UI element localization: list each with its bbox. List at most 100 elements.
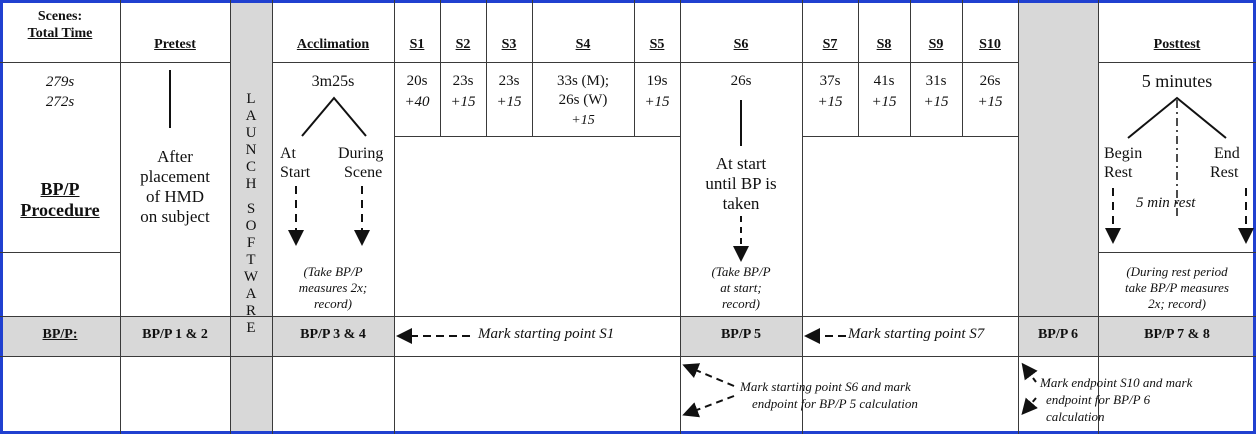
- launch-letter: L: [246, 91, 256, 107]
- pretest-procedure-3: of HMD: [145, 187, 205, 206]
- bp-row-s6: BP/P 5: [720, 327, 762, 342]
- s8-extra: +15: [871, 94, 897, 110]
- s6-note-1: (Take BP/P: [711, 264, 771, 279]
- posttest-end-rest: Rest: [1210, 164, 1239, 181]
- s10-mark-note-3: calculation: [1046, 409, 1105, 424]
- s6-procedure-2: until BP is: [705, 174, 777, 193]
- launch-letter: S: [246, 201, 256, 217]
- s2-time: 23s: [452, 73, 474, 89]
- header-s9: S9: [928, 37, 944, 52]
- pretest-procedure-4: on subject: [140, 207, 210, 226]
- bp-row-label-shade: [0, 316, 120, 356]
- launch-letter: A: [245, 108, 257, 124]
- header-s4: S4: [575, 37, 591, 52]
- bp-row-pretest: BP/P 1 & 2: [142, 327, 208, 342]
- s6-mark-note-1: Mark starting point S6 and mark: [740, 379, 911, 394]
- s3-time: 23s: [498, 73, 520, 89]
- launch-letter: C: [245, 159, 256, 175]
- gap-column-shade: [1018, 0, 1098, 356]
- total-time-2: 272s: [45, 94, 75, 110]
- header-pretest: Pretest: [154, 37, 196, 52]
- bp-row-mark-s7: Mark starting point S7: [848, 326, 985, 342]
- s10-extra: +15: [977, 94, 1003, 110]
- pretest-procedure-1: After: [157, 147, 193, 166]
- bp-row-posttest-shade: [1098, 316, 1256, 356]
- s10-time: 26s: [979, 73, 1001, 89]
- s7-extra: +15: [817, 94, 843, 110]
- posttest-begin-rest: Rest: [1104, 164, 1133, 181]
- posttest-rest-duration: 5 min rest: [1136, 195, 1196, 211]
- procedure-label-procedure: Procedure: [20, 200, 100, 220]
- posttest-begin: Begin: [1104, 145, 1143, 162]
- header-s3: S3: [501, 37, 517, 52]
- header-s5: S5: [649, 37, 665, 52]
- procedure-label-bpp: BP/P: [40, 179, 80, 199]
- s4-time-men: 33s (M);: [556, 73, 610, 89]
- launch-letter: R: [245, 303, 256, 319]
- bp-row-label: BP/P:: [42, 327, 78, 342]
- bp-row-acclimation: BP/P 3 & 4: [300, 327, 366, 342]
- s4-time-women: 26s (W): [558, 92, 608, 108]
- acclimation-note-1: (Take BP/P: [303, 264, 363, 279]
- s10-mark-note-1: Mark endpoint S10 and mark: [1040, 375, 1193, 390]
- s6-note-3: record): [721, 296, 761, 311]
- s6-mark-note-2: endpoint for BP/P 5 calculation: [752, 396, 918, 411]
- posttest-note-1: (During rest period: [1126, 264, 1228, 279]
- s9-extra: +15: [923, 94, 949, 110]
- header-s7: S7: [822, 37, 838, 52]
- acclimation-at: At: [280, 145, 296, 162]
- header-s8: S8: [876, 37, 892, 52]
- s8-time: 41s: [873, 73, 895, 89]
- s6-procedure-3: taken: [722, 194, 760, 213]
- bp-row-s6-shade: [680, 316, 802, 356]
- acclimation-note-2: measures 2x;: [298, 280, 368, 295]
- launch-letter: F: [246, 235, 256, 251]
- header-posttest: Posttest: [1153, 37, 1201, 52]
- s3-extra: +15: [496, 94, 522, 110]
- s2-extra: +15: [450, 94, 476, 110]
- header-s10: S10: [979, 37, 1001, 52]
- acclimation-note-3: record): [313, 296, 353, 311]
- posttest-end: End: [1214, 145, 1240, 162]
- bp-row-acclimation-shade: [272, 316, 394, 356]
- launch-letter: T: [246, 252, 256, 268]
- s1-time: 20s: [406, 73, 428, 89]
- bp-row-posttest: BP/P 7 & 8: [1144, 327, 1210, 342]
- acclimation-start: Start: [280, 164, 311, 181]
- posttest-note-2: take BP/P measures: [1125, 280, 1229, 295]
- s5-extra: +15: [644, 94, 670, 110]
- acclimation-during: During: [338, 145, 384, 162]
- launch-letter: W: [243, 269, 259, 285]
- total-time-1: 279s: [45, 74, 75, 90]
- posttest-time: 5 minutes: [1141, 71, 1213, 91]
- s6-note-2: at start;: [720, 280, 762, 295]
- launch-letter: H: [245, 176, 257, 192]
- s9-time: 31s: [925, 73, 947, 89]
- s10-mark-note-2: endpoint for BP/P 6: [1046, 392, 1151, 407]
- header-s2: S2: [455, 37, 471, 52]
- bp-row-bp6-shade: [1018, 316, 1098, 356]
- launch-letter: O: [245, 218, 257, 234]
- launch-column-shade: [230, 0, 272, 434]
- launch-letter: E: [246, 320, 256, 336]
- launch-letter: N: [245, 142, 257, 158]
- posttest-note-3: 2x; record): [1148, 296, 1206, 311]
- pretest-procedure-2: placement: [140, 167, 210, 186]
- header-s1: S1: [409, 37, 425, 52]
- s6-time: 26s: [730, 73, 752, 89]
- bp-row-mark-s1: Mark starting point S1: [478, 326, 615, 342]
- s5-time: 19s: [646, 73, 668, 89]
- launch-software-label: L A U N C H S O F T W A R E: [230, 91, 272, 382]
- s6-procedure-1: At start: [715, 154, 767, 173]
- acclimation-time: 3m25s: [311, 73, 355, 90]
- launch-letter: A: [245, 286, 257, 302]
- bp-row-pretest-shade: [120, 316, 230, 356]
- acclimation-scene: Scene: [344, 164, 383, 181]
- s1-extra: +40: [404, 94, 430, 110]
- header-acclimation: Acclimation: [296, 37, 370, 52]
- header-total-time: Total Time: [27, 26, 93, 41]
- header-scenes: Scenes:: [37, 9, 83, 24]
- launch-letter: U: [245, 125, 257, 141]
